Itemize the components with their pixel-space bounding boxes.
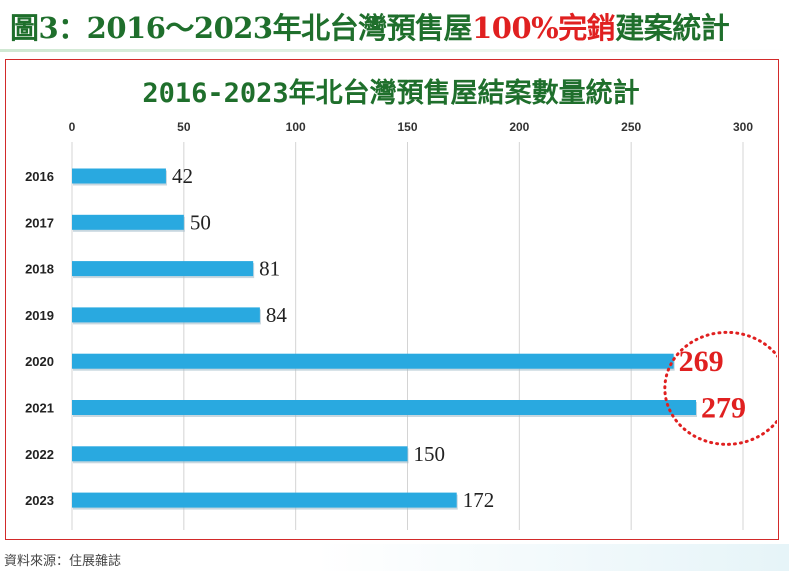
- grid-lines: [71, 142, 744, 530]
- source-note: 資料來源：住展雜誌: [4, 554, 122, 569]
- x-tick-label: 200: [509, 120, 529, 134]
- bar: [72, 307, 260, 323]
- data-label: 42: [172, 164, 193, 188]
- category-label: 2021: [25, 401, 54, 416]
- x-tick-label: 150: [397, 120, 417, 134]
- bar: [72, 168, 166, 184]
- heading-suffix: 建案統計: [615, 11, 730, 45]
- heading-underline: [0, 49, 789, 52]
- bar: [72, 492, 457, 508]
- data-label: 81: [259, 257, 280, 281]
- data-label: 172: [463, 488, 495, 512]
- bars: [72, 168, 698, 510]
- category-label: 2022: [25, 447, 54, 462]
- heading-prefix: 圖3：2016～2023年北台灣預售屋: [10, 11, 473, 45]
- chart-title: 2016-2023年北台灣預售屋結案數量統計: [142, 77, 639, 109]
- category-label: 2016: [25, 169, 54, 184]
- bar-chart: 2016-2023年北台灣預售屋結案數量統計 0 50 100 150 200 250 30…: [25, 77, 777, 530]
- data-label: 50: [190, 210, 211, 234]
- category-label: 2023: [25, 493, 54, 508]
- x-tick-label: 100: [286, 120, 306, 134]
- heading-highlight: 100%完銷: [472, 11, 616, 45]
- bar: [72, 446, 408, 462]
- data-label: 150: [414, 442, 446, 466]
- x-tick-label: 0: [69, 120, 76, 134]
- category-label: 2019: [25, 308, 54, 323]
- data-label: 269: [679, 345, 724, 378]
- data-label: 279: [701, 392, 746, 425]
- bar: [72, 214, 184, 230]
- category-label: 2017: [25, 215, 54, 230]
- highlight-ring: [663, 330, 777, 446]
- bar: [72, 261, 254, 277]
- chart-frame: 2016-2023年北台灣預售屋結案數量統計 0 50 100 150 200 250 30…: [5, 59, 779, 540]
- x-axis-ticks: 0 50 100 150 200 250 300: [69, 120, 754, 134]
- category-label: 2020: [25, 354, 54, 369]
- bar: [72, 353, 674, 369]
- x-tick-label: 250: [621, 120, 641, 134]
- x-tick-label: 300: [733, 120, 753, 134]
- highlight-circle: [663, 330, 777, 446]
- source-band: [0, 544, 789, 571]
- x-tick-label: 50: [177, 120, 191, 134]
- page-heading: 圖3：2016～2023年北台灣預售屋100%完銷建案統計: [10, 8, 730, 48]
- data-labels: 42 50 81 84 269 279 150 172: [172, 164, 746, 512]
- category-label: 2018: [25, 262, 54, 277]
- category-labels: 2016 2017 2018 2019 2020 2021 2022 2023: [25, 169, 54, 508]
- bar: [72, 400, 697, 415]
- data-label: 84: [266, 303, 288, 327]
